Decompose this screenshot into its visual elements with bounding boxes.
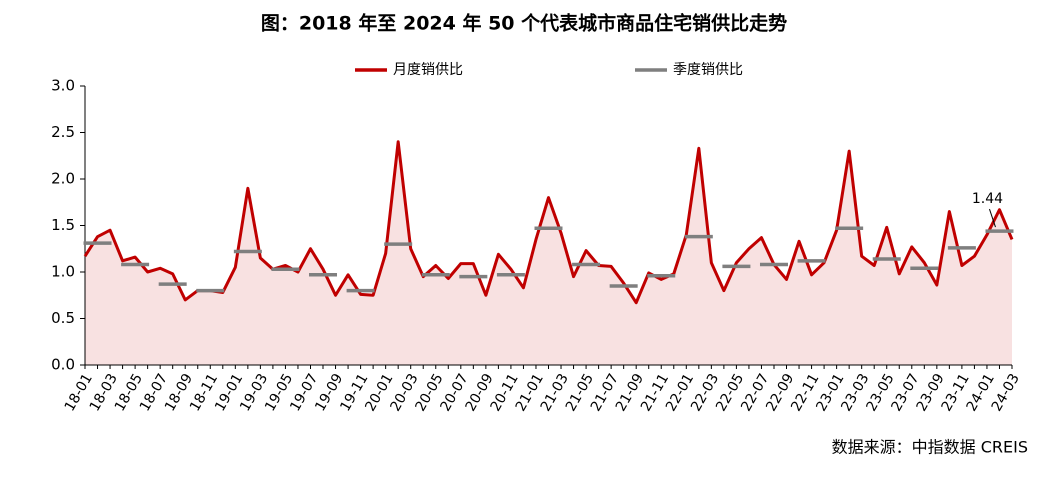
y-tick-label: 3.0 bbox=[51, 77, 75, 95]
y-tick-label: 1.5 bbox=[51, 216, 75, 234]
y-tick-label: 0.5 bbox=[51, 309, 75, 327]
area bbox=[85, 141, 1012, 365]
chart-title: 图：2018 年至 2024 年 50 个代表城市商品住宅销供比走势 bbox=[261, 12, 787, 35]
source: 数据来源：中指数据 CREIS bbox=[832, 438, 1028, 457]
line bbox=[83, 140, 1014, 305]
y-tick-label: 0.0 bbox=[51, 356, 75, 374]
annotation-leader bbox=[988, 208, 996, 228]
legend-label: 季度销供比 bbox=[673, 62, 743, 78]
y-tick-label: 2.0 bbox=[51, 170, 75, 188]
data-label: 1.44 bbox=[972, 191, 1003, 207]
y-tick-label: 2.5 bbox=[51, 123, 75, 141]
y-tick-label: 1.0 bbox=[51, 263, 75, 281]
legend-label: 月度销供比 bbox=[393, 62, 463, 78]
